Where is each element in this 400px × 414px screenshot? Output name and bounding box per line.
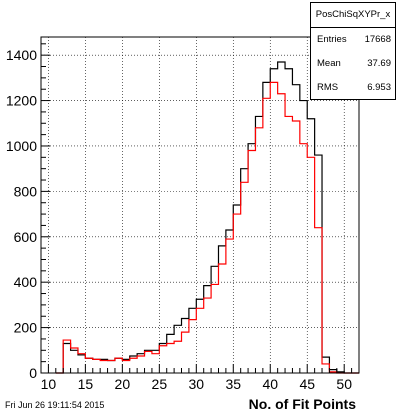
x-tick-label: 50 (336, 376, 352, 392)
y-tick-label: 800 (14, 183, 38, 199)
y-tick-label: 600 (14, 229, 38, 245)
stats-entries-value: 17668 (364, 34, 391, 45)
x-tick-label: 10 (41, 376, 57, 392)
y-tick-label: 400 (14, 274, 38, 290)
y-tick-label: 1000 (6, 138, 37, 154)
stats-entries-label: Entries (317, 34, 347, 45)
plot-frame (40, 36, 360, 374)
x-tick-label: 45 (299, 376, 315, 392)
axis-ticks: 10 15 20 25 30 35 40 45 50 0 200 400 600 800 1000 1200 1… (6, 43, 360, 392)
series-red-histogram (55, 81, 359, 374)
x-tick-label: 15 (78, 376, 94, 392)
stats-row-entries: Entries 17668 (311, 28, 395, 52)
y-tick-label: 1400 (6, 47, 37, 63)
y-tick-label: 200 (14, 320, 38, 336)
y-tick-label: 1200 (6, 93, 37, 109)
stats-rms-value: 6.953 (367, 82, 391, 93)
histogram-series (55, 61, 359, 374)
x-tick-label: 20 (115, 376, 131, 392)
x-tick-label: 30 (189, 376, 205, 392)
y-tick-label: 0 (29, 365, 37, 381)
stats-mean-label: Mean (317, 58, 341, 69)
stats-rms-label: RMS (317, 82, 339, 93)
stats-mean-value: 37.69 (367, 58, 391, 69)
x-tick-label: 40 (262, 376, 278, 392)
stats-title: PosChiSqXYPr_x (311, 3, 395, 28)
timestamp-footer: Fri Jun 26 19:11:54 2015 (5, 400, 104, 410)
stats-row-rms: RMS 6.953 (311, 76, 395, 100)
x-axis-title: No. of Fit Points (249, 396, 357, 412)
x-tick-label: 25 (152, 376, 168, 392)
x-tick-label: 35 (225, 376, 241, 392)
stats-box: PosChiSqXYPr_x Entries 17668 Mean 37.69 … (310, 2, 396, 100)
stats-row-mean: Mean 37.69 (311, 52, 395, 76)
